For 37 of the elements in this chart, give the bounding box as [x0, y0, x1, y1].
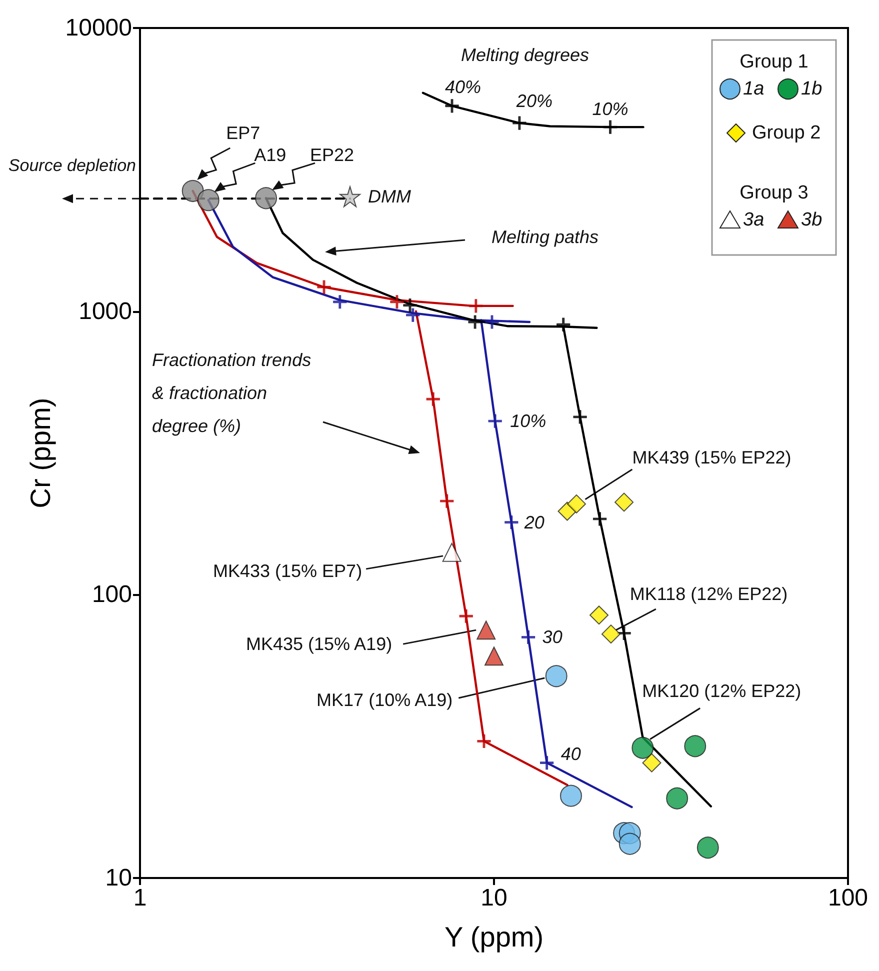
annotation: 20%	[515, 91, 552, 112]
legend-label: 1b	[801, 78, 822, 100]
y-tick-label: 100	[92, 581, 132, 608]
annotation: A19	[254, 145, 286, 166]
annotation: MK17 (10% A19)	[316, 690, 453, 710]
annotation: Group 3	[740, 182, 808, 204]
y-tick-label: 10000	[65, 14, 132, 42]
annotation: MK433 (15% EP7)	[212, 560, 362, 581]
annotation: 20	[523, 512, 544, 532]
legend-label: 1a	[743, 78, 764, 100]
annotation: 40%	[444, 76, 482, 97]
annotation: Melting paths	[491, 227, 599, 247]
x-tick-label: 10	[480, 884, 508, 912]
annotation: 10%	[592, 99, 628, 120]
annotation: 10%	[510, 411, 546, 432]
legend-label: 3b	[801, 210, 822, 230]
y-axis-title: Cr (ppm)	[24, 398, 56, 508]
legend-label: Group 2	[752, 122, 821, 144]
annotation: Source depletion	[8, 156, 136, 176]
annotation: 40	[560, 744, 581, 764]
annotation: EP7	[226, 123, 260, 144]
legend-label: 3a	[743, 210, 764, 230]
annotation: Group 1	[740, 52, 808, 72]
annotation: Fractionation trends & fractionation degree (%)	[152, 350, 312, 436]
annotation: EP22	[310, 145, 354, 166]
x-axis-title: Y (ppm)	[444, 922, 544, 952]
x-tick-label: 1	[133, 884, 147, 912]
annotation: MK435 (15% A19)	[246, 634, 392, 654]
x-tick-label: 100	[828, 884, 868, 912]
y-tick-label: 10	[105, 864, 132, 892]
annotation: Melting degrees	[460, 45, 590, 65]
annotation: MK118 (12% EP22)	[630, 584, 788, 604]
annotation: 30	[542, 627, 562, 648]
annotation: DMM	[368, 186, 412, 207]
y-tick-label: 1000	[78, 298, 132, 325]
annotation: MK120 (12% EP22)	[642, 681, 802, 702]
annotation: MK439 (15% EP22)	[632, 447, 792, 468]
